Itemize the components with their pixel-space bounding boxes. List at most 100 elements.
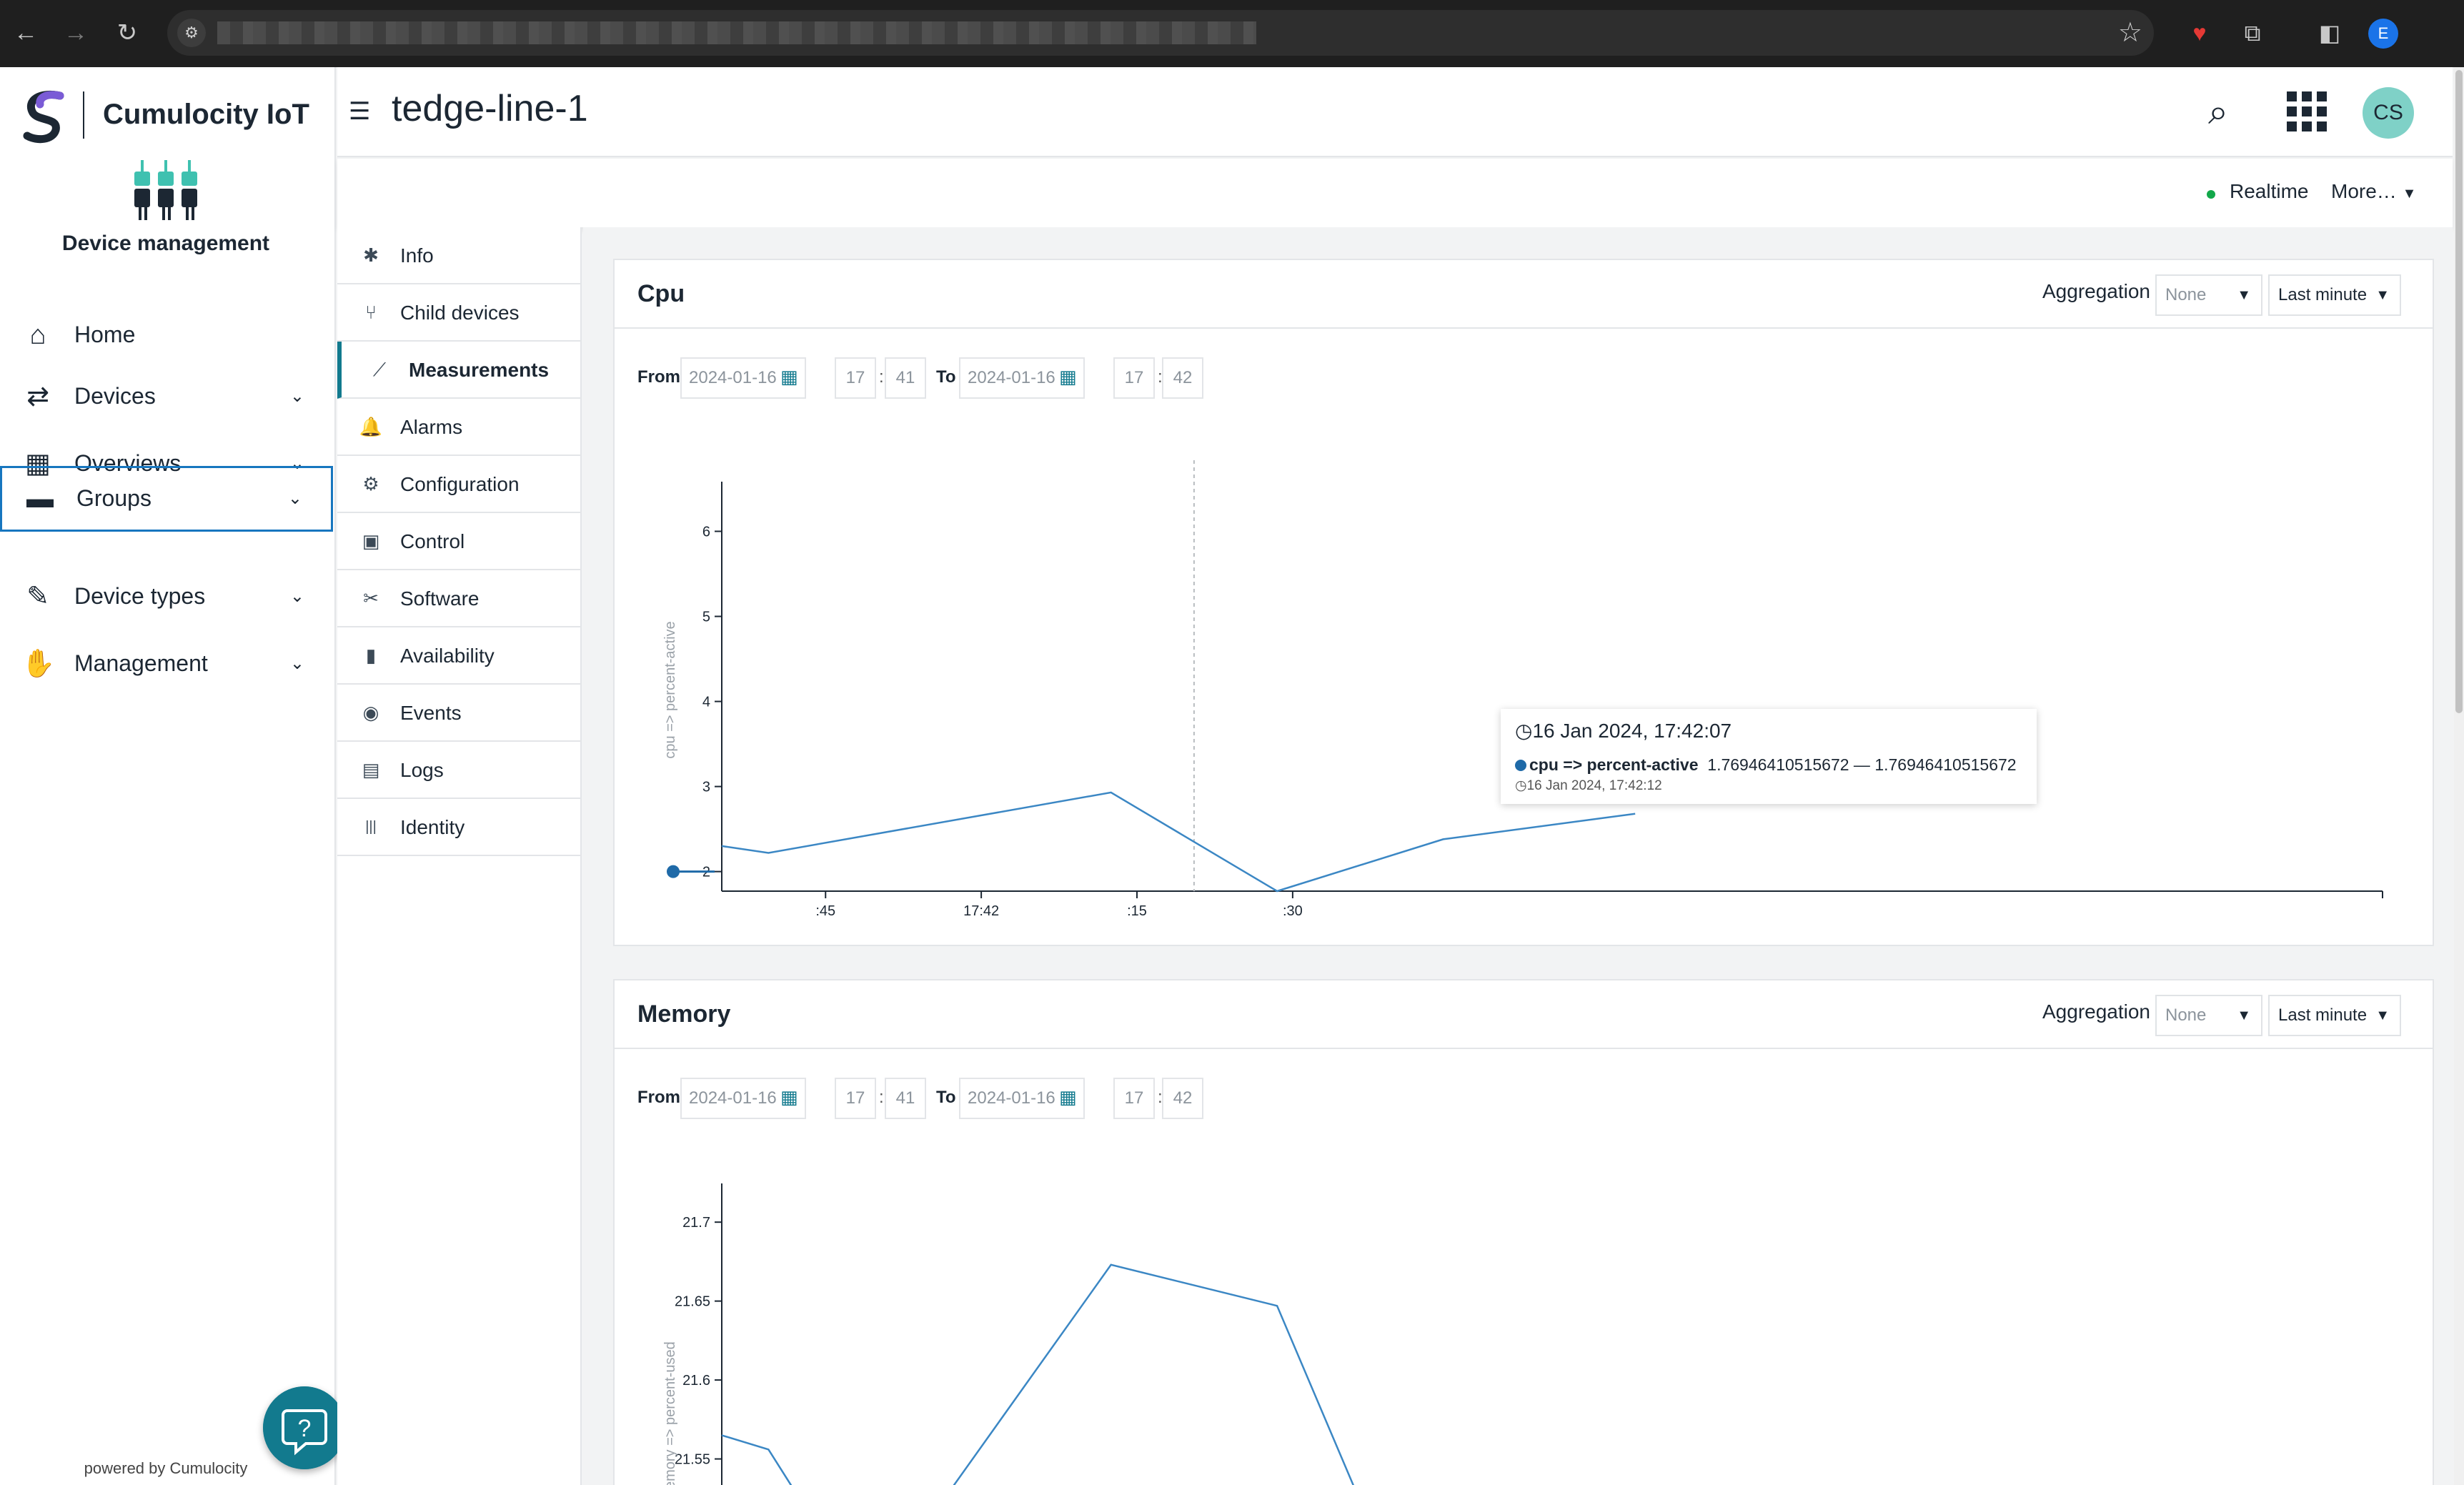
chevron-down-icon: ⌄ — [289, 587, 304, 606]
tab-measurements[interactable]: ⟋ Measurements — [337, 342, 580, 399]
from-date-value: 2024-01-16 — [689, 1088, 777, 1108]
tab-label: Child devices — [400, 302, 520, 324]
search-icon[interactable]: ⌕ — [2208, 91, 2228, 131]
x-tick-label: :45 — [815, 903, 835, 918]
realtime-button[interactable]: Realtime — [2230, 180, 2309, 202]
y-tick-label: 6 — [702, 525, 710, 540]
scrollbar-thumb[interactable] — [2455, 70, 2463, 713]
tab-availability[interactable]: ▮ Availability — [337, 627, 580, 685]
address-bar[interactable]: ⚙ ☆ — [167, 10, 2154, 56]
tab-child-devices[interactable]: ⑂ Child devices — [337, 284, 580, 342]
to-hour-input[interactable]: 17 — [1113, 357, 1155, 399]
back-icon[interactable]: ← — [14, 19, 38, 46]
to-minute-input[interactable]: 42 — [1162, 357, 1203, 399]
from-date-input[interactable]: 2024-01-16 — [680, 357, 806, 399]
logs-icon: ▤ — [362, 759, 380, 780]
calendar-icon[interactable]: ▦ — [780, 366, 798, 387]
tab-alarms[interactable]: 🔔 Alarms — [337, 399, 580, 456]
tooltip-series-name: cpu => percent-active — [1529, 755, 1699, 774]
nav-item-label: Overviews — [74, 450, 182, 476]
forward-icon[interactable]: → — [64, 19, 88, 46]
from-hour-input[interactable]: 17 — [835, 357, 876, 399]
nav-item-overviews[interactable]: ▦ Overviews ⌄ — [0, 432, 333, 496]
tab-label: Control — [400, 530, 465, 552]
bookmark-star-icon[interactable]: ☆ — [2117, 18, 2142, 48]
interval-select[interactable]: Last minute ▼ — [2268, 995, 2401, 1036]
cumulocity-logo-icon[interactable] — [19, 89, 70, 146]
tab-info[interactable]: ✱ Info — [337, 227, 580, 284]
site-settings-icon[interactable]: ⚙ — [177, 19, 206, 47]
from-date-input[interactable]: 2024-01-16 — [680, 1078, 806, 1119]
aggregation-select[interactable]: None ▼ — [2155, 274, 2262, 316]
availability-icon: ▮ — [365, 645, 377, 666]
card-divider — [615, 327, 2433, 329]
chevron-down-icon: ⌄ — [289, 387, 304, 406]
nav-item-management[interactable]: ✋ Management ⌄ — [0, 632, 333, 696]
to-hour-value: 17 — [1124, 368, 1144, 387]
y-axis-label: cpu => percent-active — [662, 621, 678, 758]
reload-icon[interactable]: ↻ — [116, 19, 138, 46]
events-icon: ◉ — [362, 702, 379, 723]
nav-item-home[interactable]: ⌂ Home — [0, 303, 333, 367]
calendar-icon[interactable]: ▦ — [780, 1086, 798, 1108]
chevron-down-icon: ⌄ — [287, 489, 302, 508]
from-hour-input[interactable]: 17 — [835, 1078, 876, 1119]
extension-heart-icon[interactable]: ♥ — [2192, 20, 2207, 46]
info-icon: ✱ — [363, 244, 379, 266]
tab-control[interactable]: ▣ Control — [337, 513, 580, 570]
tab-label: Logs — [400, 759, 444, 781]
colon: : — [879, 367, 884, 387]
y-tick-label: 4 — [702, 695, 710, 710]
tab-events[interactable]: ◉ Events — [337, 685, 580, 742]
to-minute-value: 42 — [1173, 1088, 1193, 1108]
help-icon[interactable]: ? — [263, 1386, 346, 1469]
browser-toolbar: ← → ↻ ⚙ ☆ ♥ ⧉ ◧ E — [0, 0, 2464, 67]
caret-down-icon: ▼ — [2237, 1008, 2251, 1023]
nav-item-label: Devices — [74, 383, 156, 409]
nav-item-devices[interactable]: ⇄ Devices ⌄ — [0, 364, 333, 429]
caret-down-icon: ▼ — [2237, 287, 2251, 303]
tab-label: Alarms — [400, 416, 463, 438]
memory-chart[interactable]: 21.55 21.6 21.65 21.7 memory => percent-used — [615, 1138, 2433, 1485]
side-panel-icon[interactable]: ◧ — [2318, 20, 2341, 46]
tab-configuration[interactable]: ⚙ Configuration — [337, 456, 580, 513]
card-title: Cpu — [637, 280, 685, 307]
extensions-puzzle-icon[interactable]: ⧉ — [2244, 20, 2261, 46]
memory-card: Memory Aggregation None ▼ Last minute ▼ Fr… — [613, 979, 2434, 1485]
tab-label: Info — [400, 244, 434, 267]
calendar-icon[interactable]: ▦ — [1059, 366, 1077, 387]
browser-profile-avatar[interactable]: E — [2368, 19, 2398, 49]
from-date-value: 2024-01-16 — [689, 368, 777, 387]
aggregation-select[interactable]: None ▼ — [2155, 995, 2262, 1036]
to-date-input[interactable]: 2024-01-16 — [959, 357, 1085, 399]
nav-item-label: Groups — [76, 485, 151, 511]
series-line — [721, 791, 1636, 893]
card-divider — [615, 1048, 2433, 1049]
tooltip-subtime: ◷16 Jan 2024, 17:42:12 — [1515, 778, 2022, 794]
app-switcher-grid-icon[interactable] — [2285, 90, 2328, 133]
to-hour-input[interactable]: 17 — [1113, 1078, 1155, 1119]
tab-logs[interactable]: ▤ Logs — [337, 742, 580, 799]
to-date-input[interactable]: 2024-01-16 — [959, 1078, 1085, 1119]
tab-identity[interactable]: ||| Identity — [337, 799, 580, 856]
to-minute-input[interactable]: 42 — [1162, 1078, 1203, 1119]
tooltip-subtime-text: 16 Jan 2024, 17:42:12 — [1526, 778, 1662, 793]
menu-toggle-icon[interactable]: ☰ — [349, 98, 371, 125]
page-scrollbar[interactable] — [2454, 67, 2464, 1485]
more-dropdown[interactable]: More… ▼ — [2331, 180, 2416, 203]
aggregation-label: Aggregation — [2042, 1000, 2151, 1023]
calendar-icon[interactable]: ▦ — [1059, 1086, 1077, 1108]
from-hour-value: 17 — [845, 1088, 865, 1108]
nav-item-device-types[interactable]: ✎ Device types ⌄ — [0, 565, 333, 629]
user-avatar[interactable]: CS — [2363, 87, 2414, 139]
realtime-status-dot — [2207, 190, 2215, 199]
from-minute-input[interactable]: 41 — [885, 357, 926, 399]
tab-label: Identity — [400, 816, 465, 838]
highlight-marker-dot — [667, 865, 680, 878]
interval-select[interactable]: Last minute ▼ — [2268, 274, 2401, 316]
y-tick-label: 21.7 — [682, 1215, 710, 1231]
nav-item-groups[interactable]: ▬ Groups ⌄ — [0, 466, 333, 532]
from-minute-input[interactable]: 41 — [885, 1078, 926, 1119]
tab-software[interactable]: ✂ Software — [337, 570, 580, 627]
